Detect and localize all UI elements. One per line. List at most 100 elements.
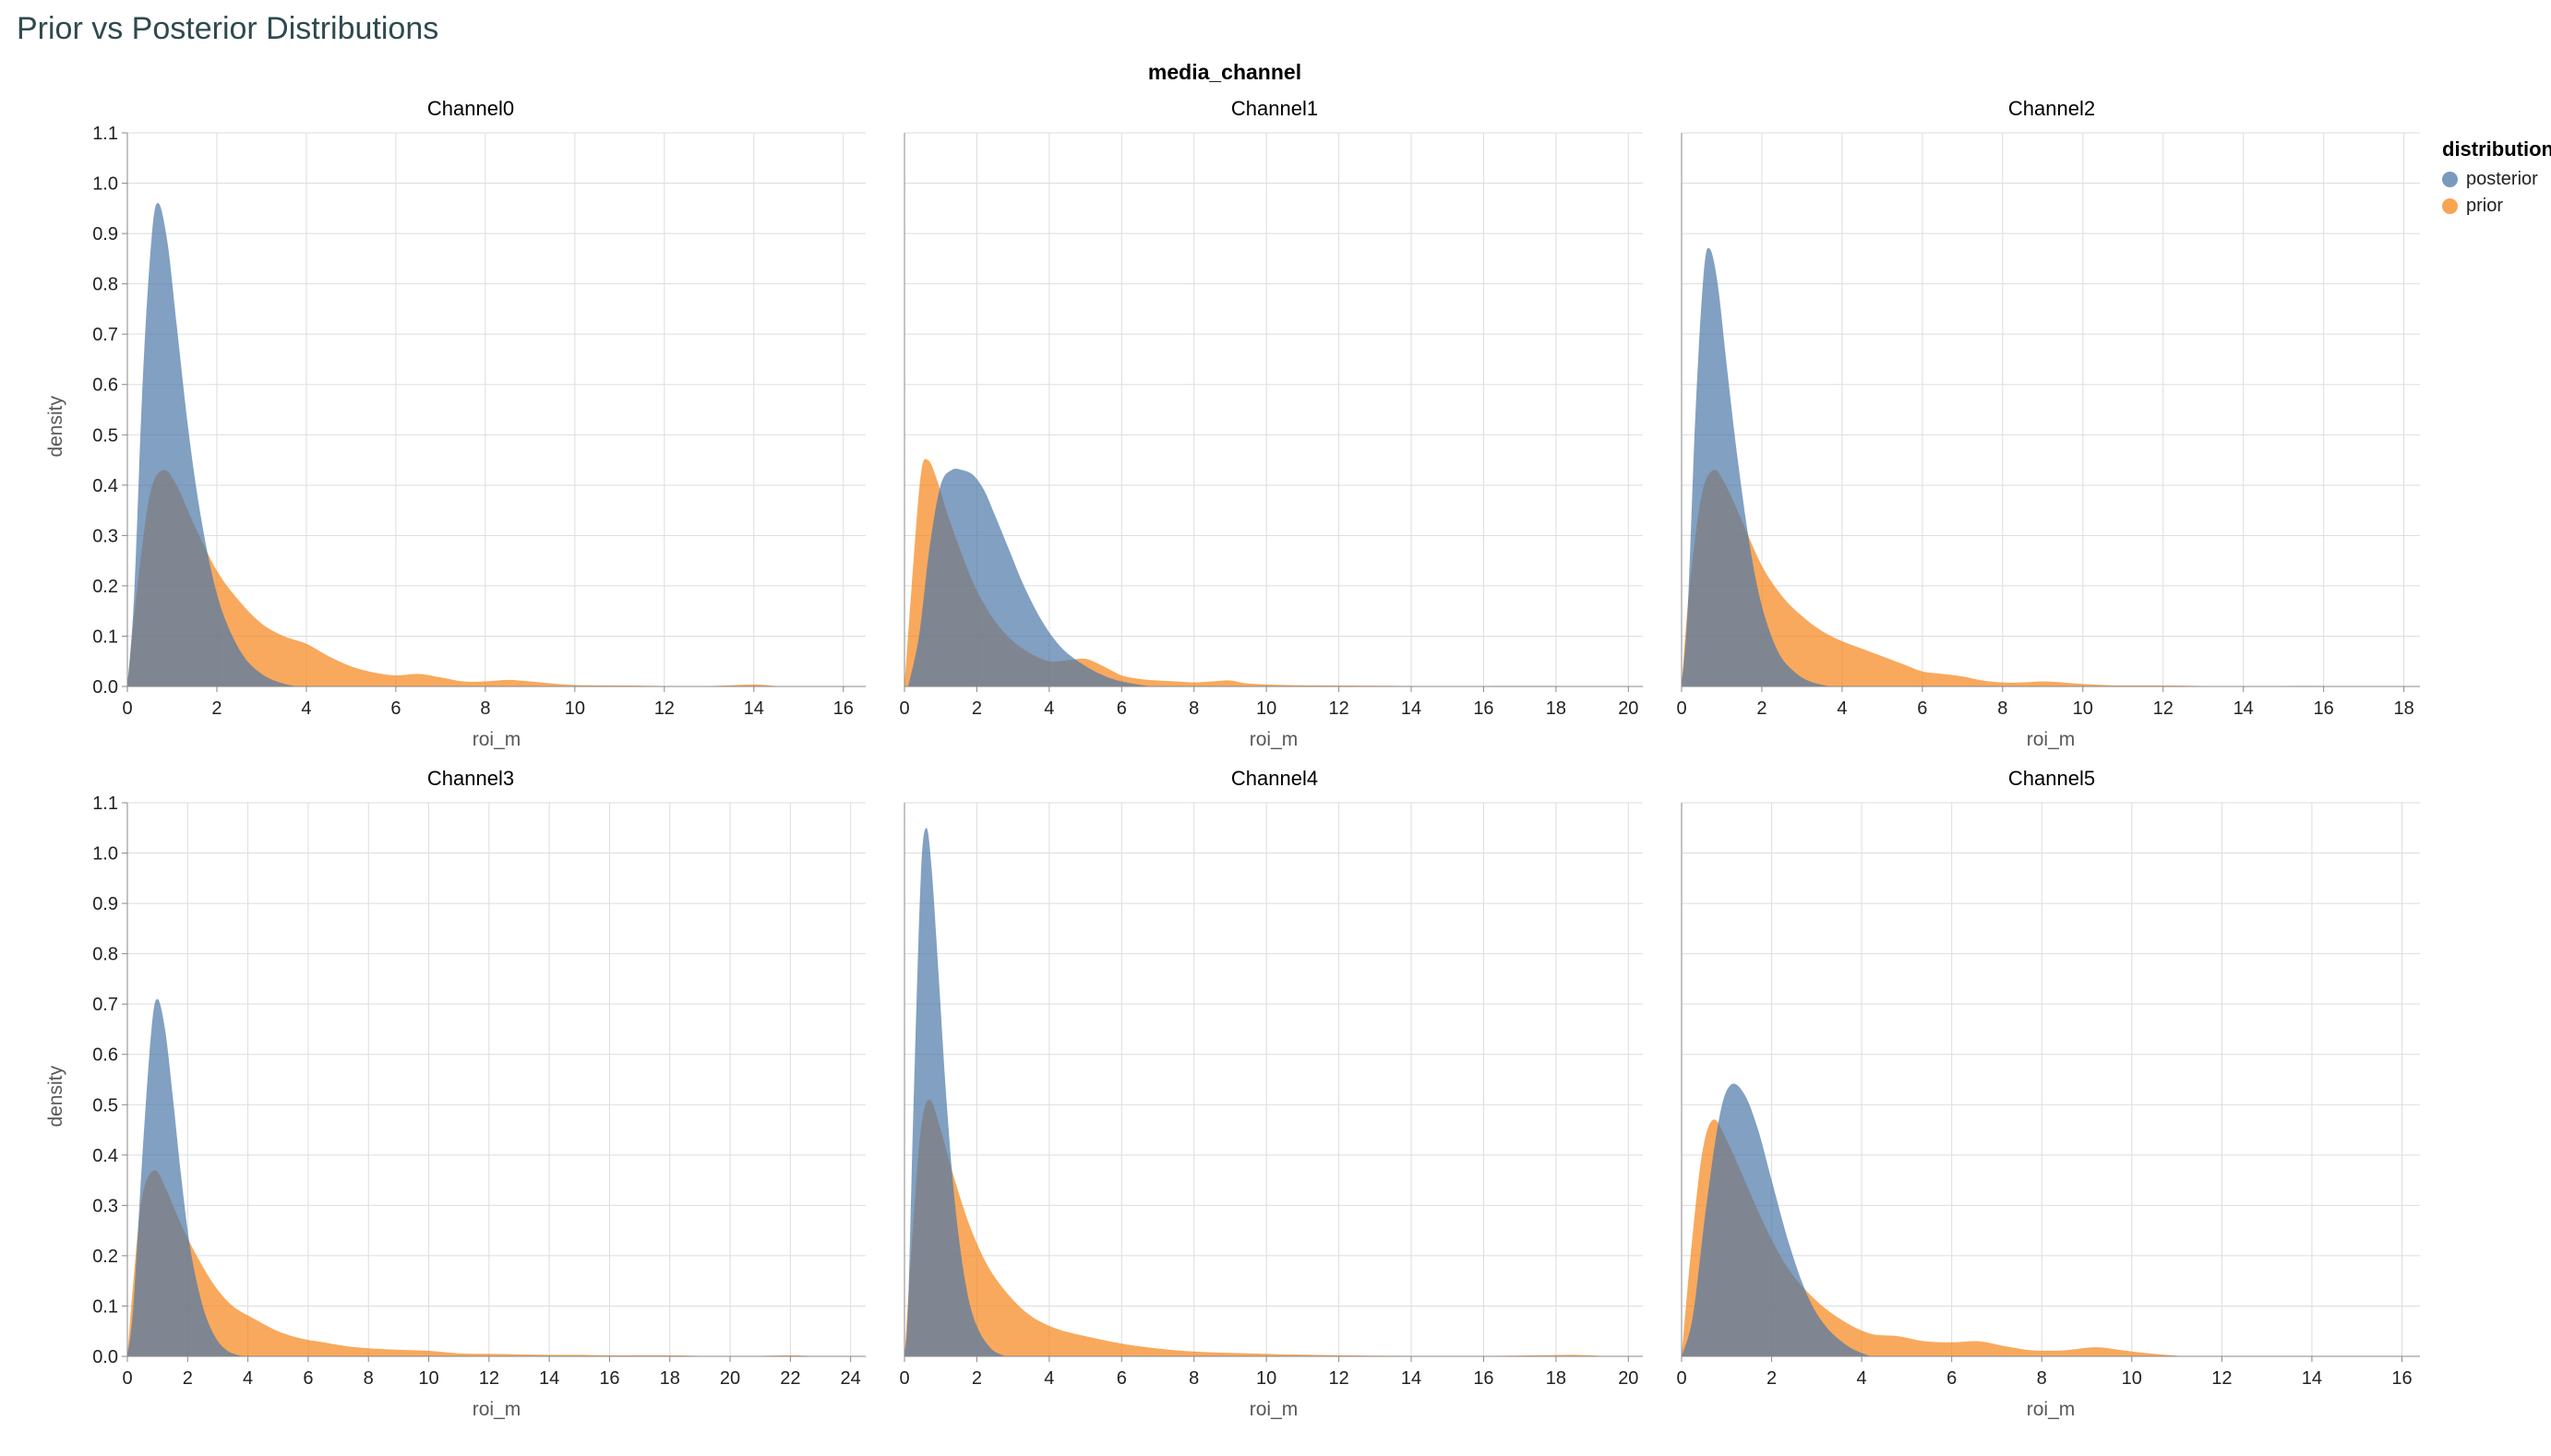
legend: distribution posterior prior — [2433, 60, 2551, 222]
svg-text:0.4: 0.4 — [92, 1146, 118, 1166]
svg-text:4: 4 — [1044, 1368, 1054, 1389]
svg-text:14: 14 — [744, 698, 764, 719]
svg-text:0: 0 — [1676, 1368, 1686, 1389]
svg-text:6: 6 — [303, 1368, 313, 1389]
svg-text:12: 12 — [479, 1368, 499, 1389]
svg-text:10: 10 — [1256, 1368, 1276, 1389]
svg-text:0.8: 0.8 — [92, 275, 118, 295]
svg-text:10: 10 — [2122, 1368, 2142, 1389]
svg-text:0.1: 0.1 — [92, 1296, 118, 1317]
svg-text:16: 16 — [2391, 1368, 2412, 1389]
svg-text:0.4: 0.4 — [92, 476, 118, 496]
svg-text:4: 4 — [301, 698, 311, 719]
svg-text:12: 12 — [654, 698, 675, 719]
svg-text:12: 12 — [2153, 698, 2174, 719]
svg-text:16: 16 — [599, 1368, 619, 1389]
svg-text:1.0: 1.0 — [92, 174, 118, 195]
svg-text:6: 6 — [1117, 1368, 1127, 1389]
svg-text:0: 0 — [1676, 698, 1686, 719]
svg-text:8: 8 — [1189, 698, 1199, 719]
svg-text:4: 4 — [1857, 1368, 1867, 1389]
prior-swatch-icon — [2442, 198, 2458, 214]
facet-channel3: Channel3 0 2 4 6 8 10 12 14 16 18 20 22 24 0.0 0.1 0.2 0… — [63, 764, 879, 1428]
legend-label-posterior: posterior — [2466, 169, 2538, 189]
svg-text:6: 6 — [390, 698, 401, 719]
page-title: Prior vs Posterior Distributions — [17, 11, 439, 46]
svg-text:0.0: 0.0 — [92, 1347, 118, 1367]
svg-text:8: 8 — [1189, 1368, 1199, 1389]
facet-title-channel4: Channel4 — [1230, 767, 1319, 790]
svg-text:0.5: 0.5 — [92, 425, 118, 446]
facet-title-channel3: Channel3 — [426, 767, 515, 790]
svg-text:0.3: 0.3 — [92, 1196, 118, 1216]
svg-text:0.9: 0.9 — [92, 894, 118, 914]
svg-text:roi_m: roi_m — [1250, 1399, 1299, 1420]
svg-text:6: 6 — [1117, 698, 1127, 719]
density-chart-channel3: 0 2 4 6 8 10 12 14 16 18 20 22 240.00.10.20.30.40.50… — [92, 794, 866, 1420]
svg-text:roi_m: roi_m — [1250, 729, 1299, 750]
svg-text:8: 8 — [364, 1368, 374, 1389]
svg-text:1.0: 1.0 — [92, 844, 118, 865]
svg-text:0.2: 0.2 — [92, 577, 118, 597]
density-chart-channel0: 0 2 4 6 8 10 12 14 16 0.0 0.1 0.2 0.3 0.4 0.5 0.6 0.7 0.8… — [92, 124, 866, 750]
density-chart-channel4: 0 2 4 6 8 10 12 14 16 18 20 roi_m — [899, 802, 1643, 1420]
svg-text:4: 4 — [1837, 698, 1847, 719]
svg-text:2: 2 — [183, 1368, 193, 1389]
facet-channel2: Channel2 0 2 4 6 8 10 12 14 16 18 roi_m — [1671, 94, 2433, 758]
svg-text:8: 8 — [2037, 1368, 2047, 1389]
svg-text:10: 10 — [1256, 698, 1276, 719]
svg-text:6: 6 — [1946, 1368, 1957, 1389]
density-chart-channel1: 0 2 4 6 8 10 12 14 16 18 20 roi_m — [899, 132, 1643, 750]
facet-title-channel2: Channel2 — [2007, 97, 2096, 120]
svg-text:1.1: 1.1 — [92, 794, 118, 814]
svg-text:18: 18 — [2393, 698, 2413, 719]
facet-channel0: Channel0 0 2 4 6 8 10 12 14 16 0.0 0.1 0.2 0.3 0.4 0.5… — [63, 94, 879, 758]
svg-text:16: 16 — [2314, 698, 2334, 719]
posterior-swatch-icon — [2442, 172, 2458, 187]
svg-text:0.8: 0.8 — [92, 945, 118, 965]
svg-text:0: 0 — [122, 1368, 132, 1389]
legend-label-prior: prior — [2466, 196, 2504, 216]
facet-channel1: Channel1 0 2 4 6 8 10 12 14 16 18 20 roi_m — [893, 94, 1656, 758]
legend-item-posterior: posterior — [2442, 169, 2551, 190]
facet-title-channel0: Channel0 — [426, 97, 515, 120]
svg-text:0.2: 0.2 — [92, 1247, 118, 1267]
svg-text:14: 14 — [1401, 1368, 1421, 1389]
svg-text:8: 8 — [480, 698, 490, 719]
svg-text:14: 14 — [539, 1368, 559, 1389]
svg-text:0.1: 0.1 — [92, 627, 118, 647]
facet-row-2: density Channel3 0 2 4 6 8 10 12 14 16 18 20 22 24 0.… — [17, 764, 2433, 1428]
svg-text:2: 2 — [972, 698, 982, 719]
svg-text:0.5: 0.5 — [92, 1095, 118, 1116]
svg-text:20: 20 — [720, 1368, 740, 1389]
facet-row-1: density Channel0 0 2 4 6 8 10 12 14 16 0.0 0.1 0.2 0… — [17, 94, 2433, 758]
svg-text:12: 12 — [1328, 698, 1348, 719]
legend-title: distribution — [2442, 137, 2551, 161]
svg-text:20: 20 — [1618, 1368, 1638, 1389]
svg-text:0.6: 0.6 — [92, 376, 118, 396]
svg-text:4: 4 — [243, 1368, 253, 1389]
svg-text:1.1: 1.1 — [92, 124, 118, 144]
y-axis-title-label: density — [45, 395, 66, 458]
svg-text:16: 16 — [1473, 1368, 1493, 1389]
facet-channel5: Channel5 0 2 4 6 8 10 12 14 16 roi_m — [1671, 764, 2433, 1428]
svg-text:0.7: 0.7 — [92, 325, 118, 345]
svg-text:roi_m: roi_m — [2027, 729, 2076, 750]
density-chart-channel5: 0 2 4 6 8 10 12 14 16 roi_m — [1676, 802, 2420, 1420]
density-chart-channel2: 0 2 4 6 8 10 12 14 16 18 roi_m — [1676, 132, 2420, 750]
svg-text:roi_m: roi_m — [473, 729, 521, 750]
facet-title-channel1: Channel1 — [1230, 97, 1319, 120]
svg-text:24: 24 — [841, 1368, 861, 1389]
svg-text:10: 10 — [565, 698, 585, 719]
svg-text:14: 14 — [1401, 698, 1421, 719]
svg-text:roi_m: roi_m — [2027, 1399, 2076, 1420]
svg-text:0.6: 0.6 — [92, 1045, 118, 1066]
facet-title-channel5: Channel5 — [2007, 767, 2096, 790]
facet-channel4: Channel4 0 2 4 6 8 10 12 14 16 18 20 roi_m — [893, 764, 1656, 1428]
svg-text:22: 22 — [780, 1368, 800, 1389]
svg-text:2: 2 — [972, 1368, 982, 1389]
facet-grid: media_channel density Channel0 0 2 4 6 8 10 12… — [17, 60, 2433, 1434]
facet-header: media_channel — [1147, 60, 1302, 84]
svg-text:0: 0 — [122, 698, 132, 719]
